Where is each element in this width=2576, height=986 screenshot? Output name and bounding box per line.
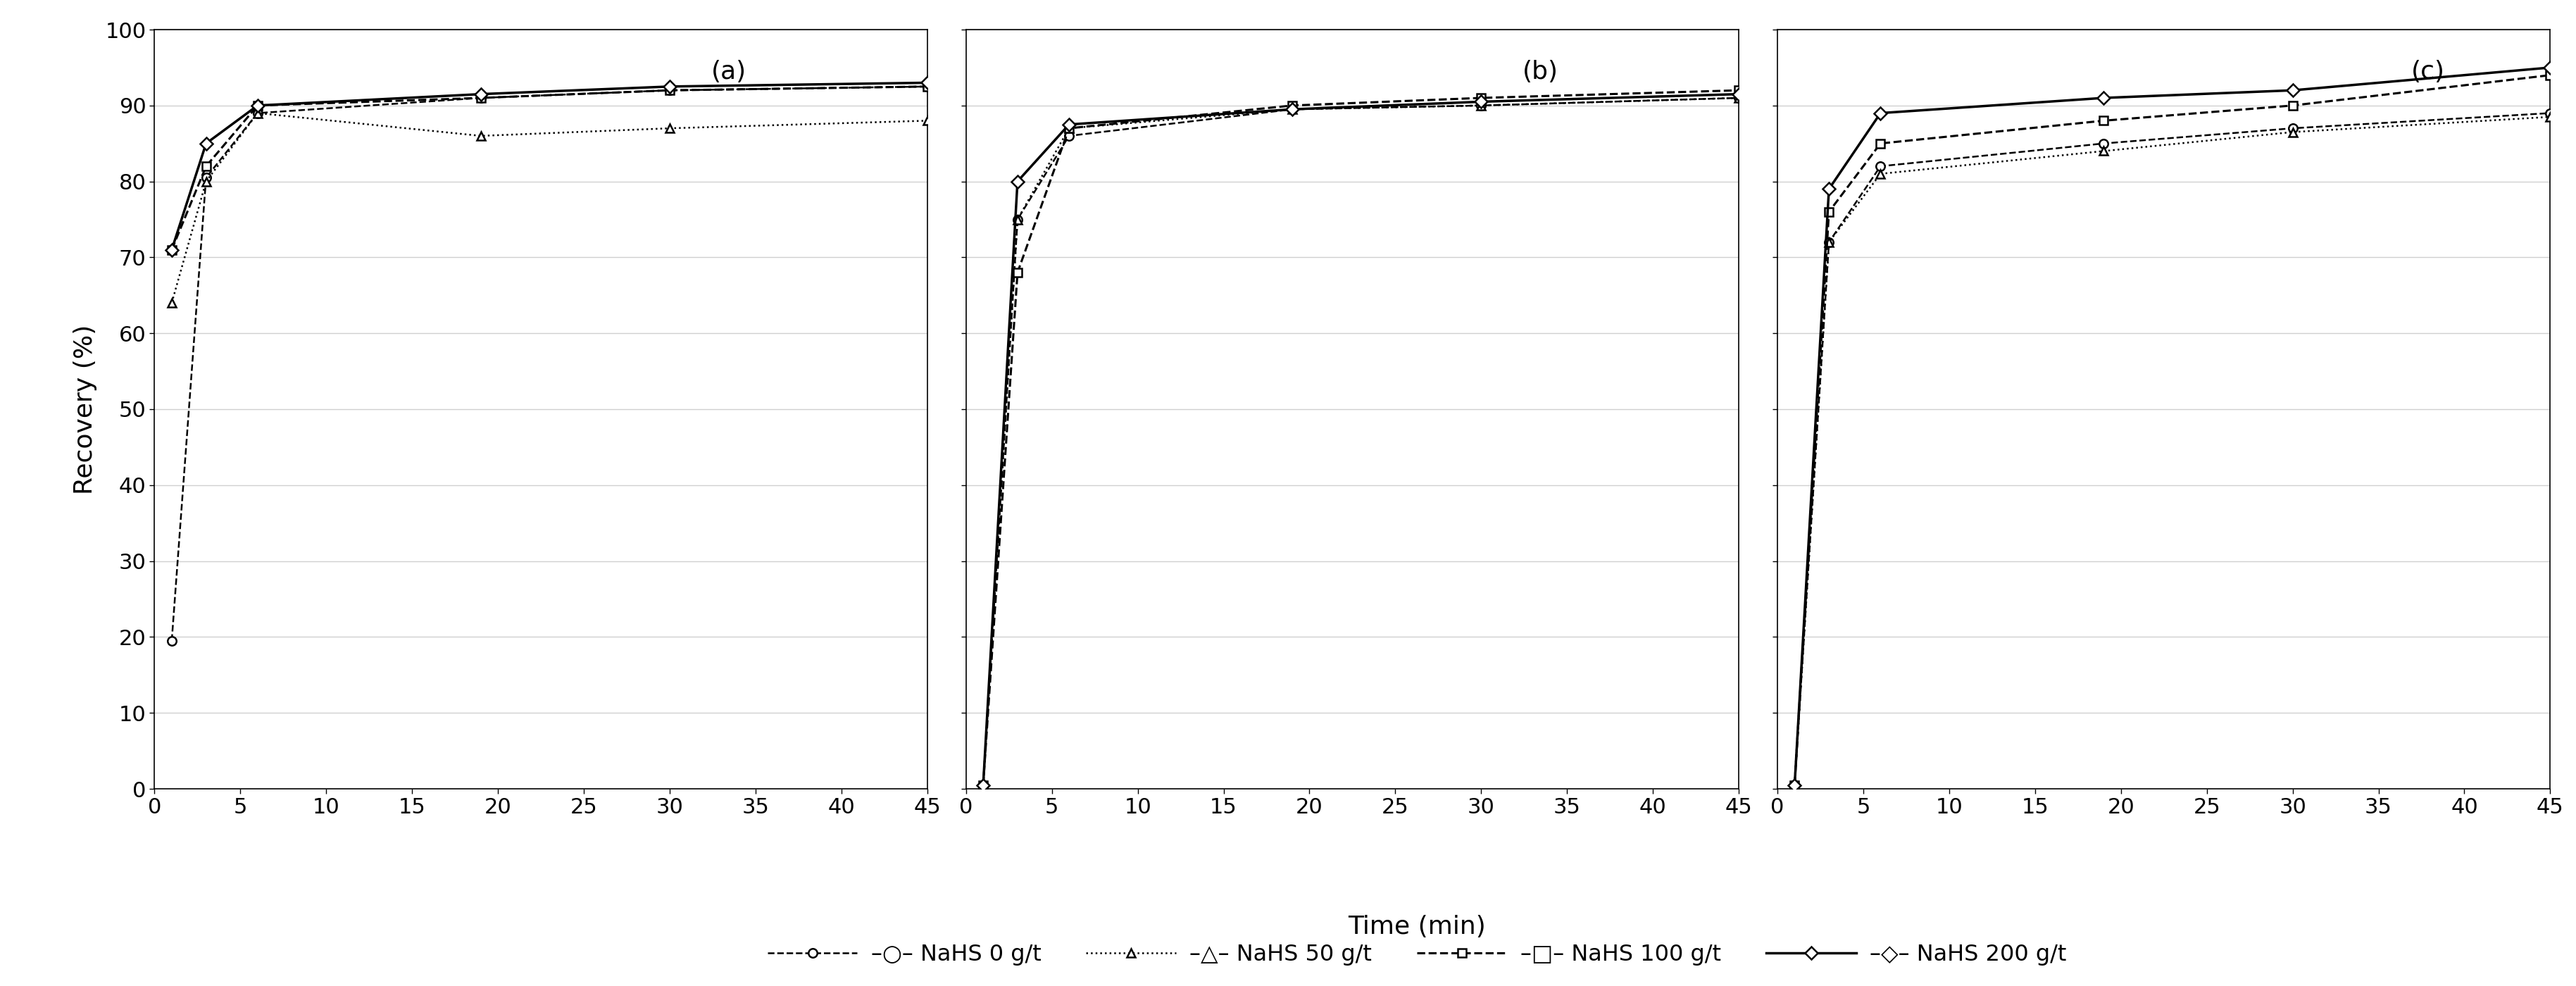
Y-axis label: Recovery (%): Recovery (%) [75,324,98,494]
Text: (a): (a) [711,60,747,84]
Text: (c): (c) [2411,60,2445,84]
Text: Time (min): Time (min) [1347,915,1486,939]
Text: (b): (b) [1522,60,1558,84]
Legend: –○– NaHS 0 g/t, –△– NaHS 50 g/t, –□– NaHS 100 g/t, –◇– NaHS 200 g/t: –○– NaHS 0 g/t, –△– NaHS 50 g/t, –□– NaH… [757,935,2076,975]
